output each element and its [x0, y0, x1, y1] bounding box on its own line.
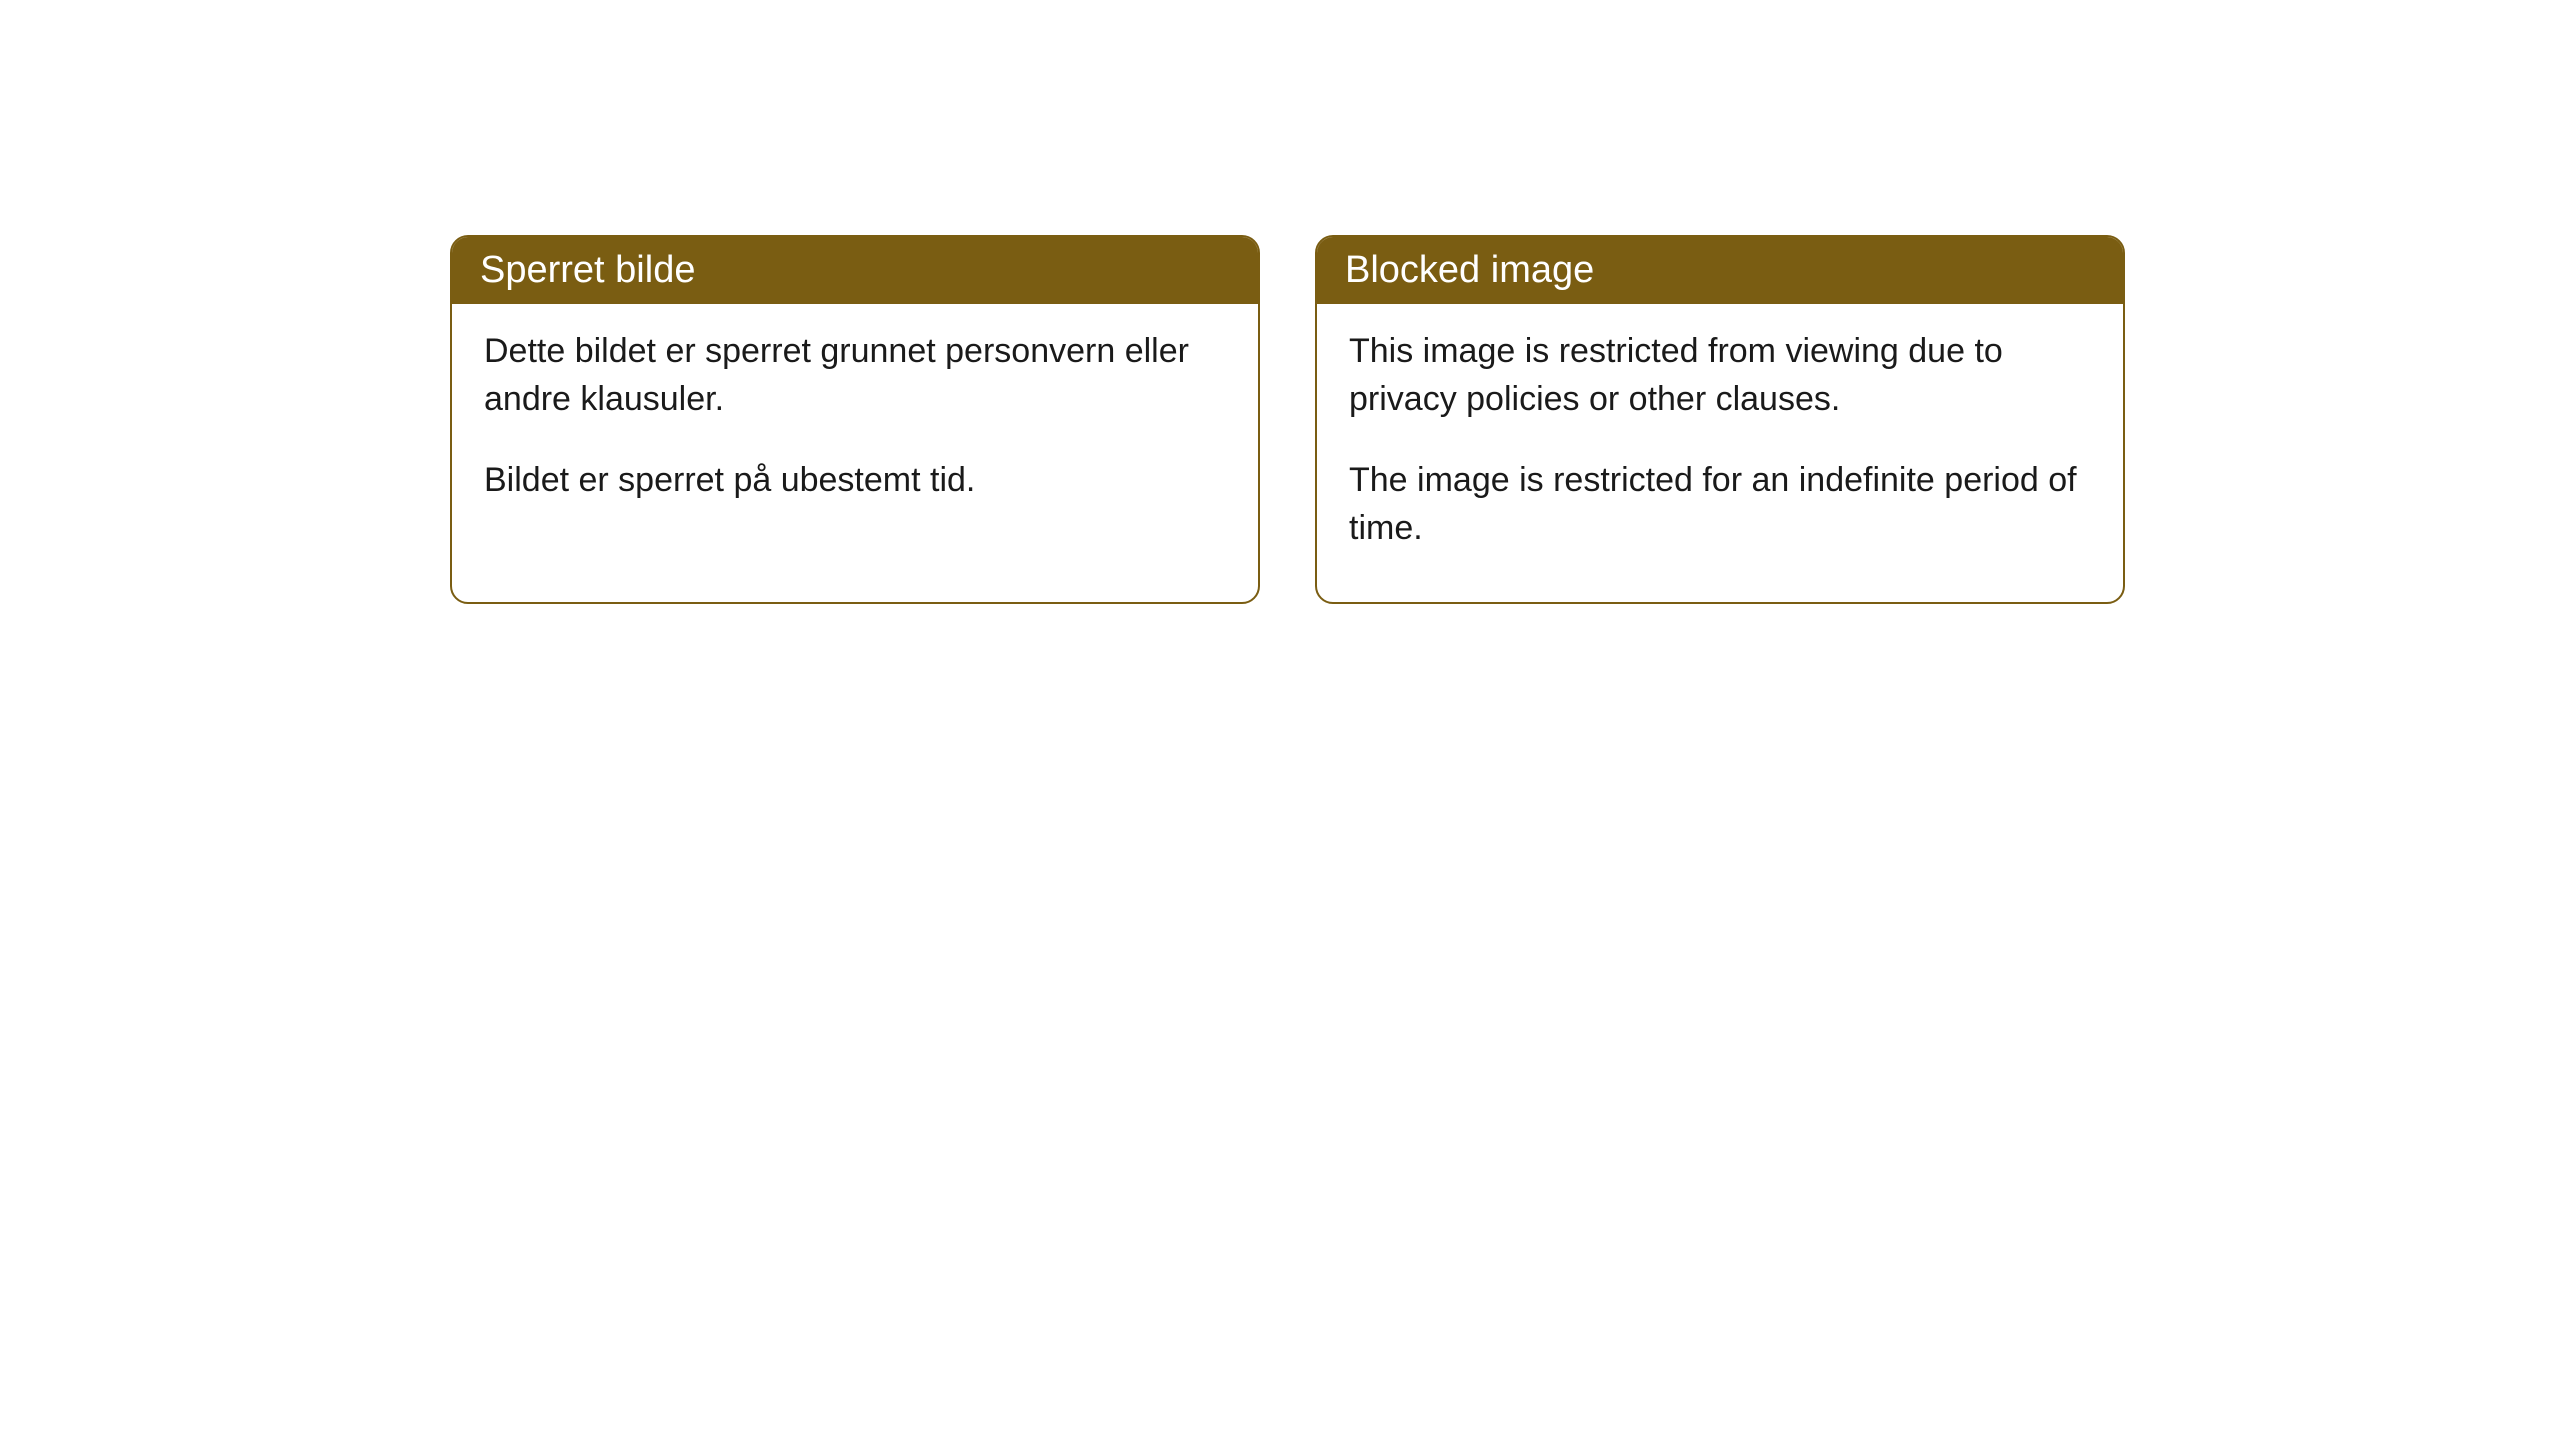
card-header: Sperret bilde [452, 237, 1258, 304]
card-paragraph: This image is restricted from viewing du… [1349, 328, 2091, 423]
notice-cards-container: Sperret bilde Dette bildet er sperret gr… [450, 235, 2125, 604]
card-paragraph: Bildet er sperret på ubestemt tid. [484, 457, 1226, 505]
card-body: This image is restricted from viewing du… [1317, 304, 2123, 602]
card-body: Dette bildet er sperret grunnet personve… [452, 304, 1258, 555]
card-header: Blocked image [1317, 237, 2123, 304]
card-title: Sperret bilde [480, 249, 695, 291]
notice-card-english: Blocked image This image is restricted f… [1315, 235, 2125, 604]
notice-card-norwegian: Sperret bilde Dette bildet er sperret gr… [450, 235, 1260, 604]
card-title: Blocked image [1345, 249, 1594, 291]
card-paragraph: Dette bildet er sperret grunnet personve… [484, 328, 1226, 423]
card-paragraph: The image is restricted for an indefinit… [1349, 457, 2091, 552]
